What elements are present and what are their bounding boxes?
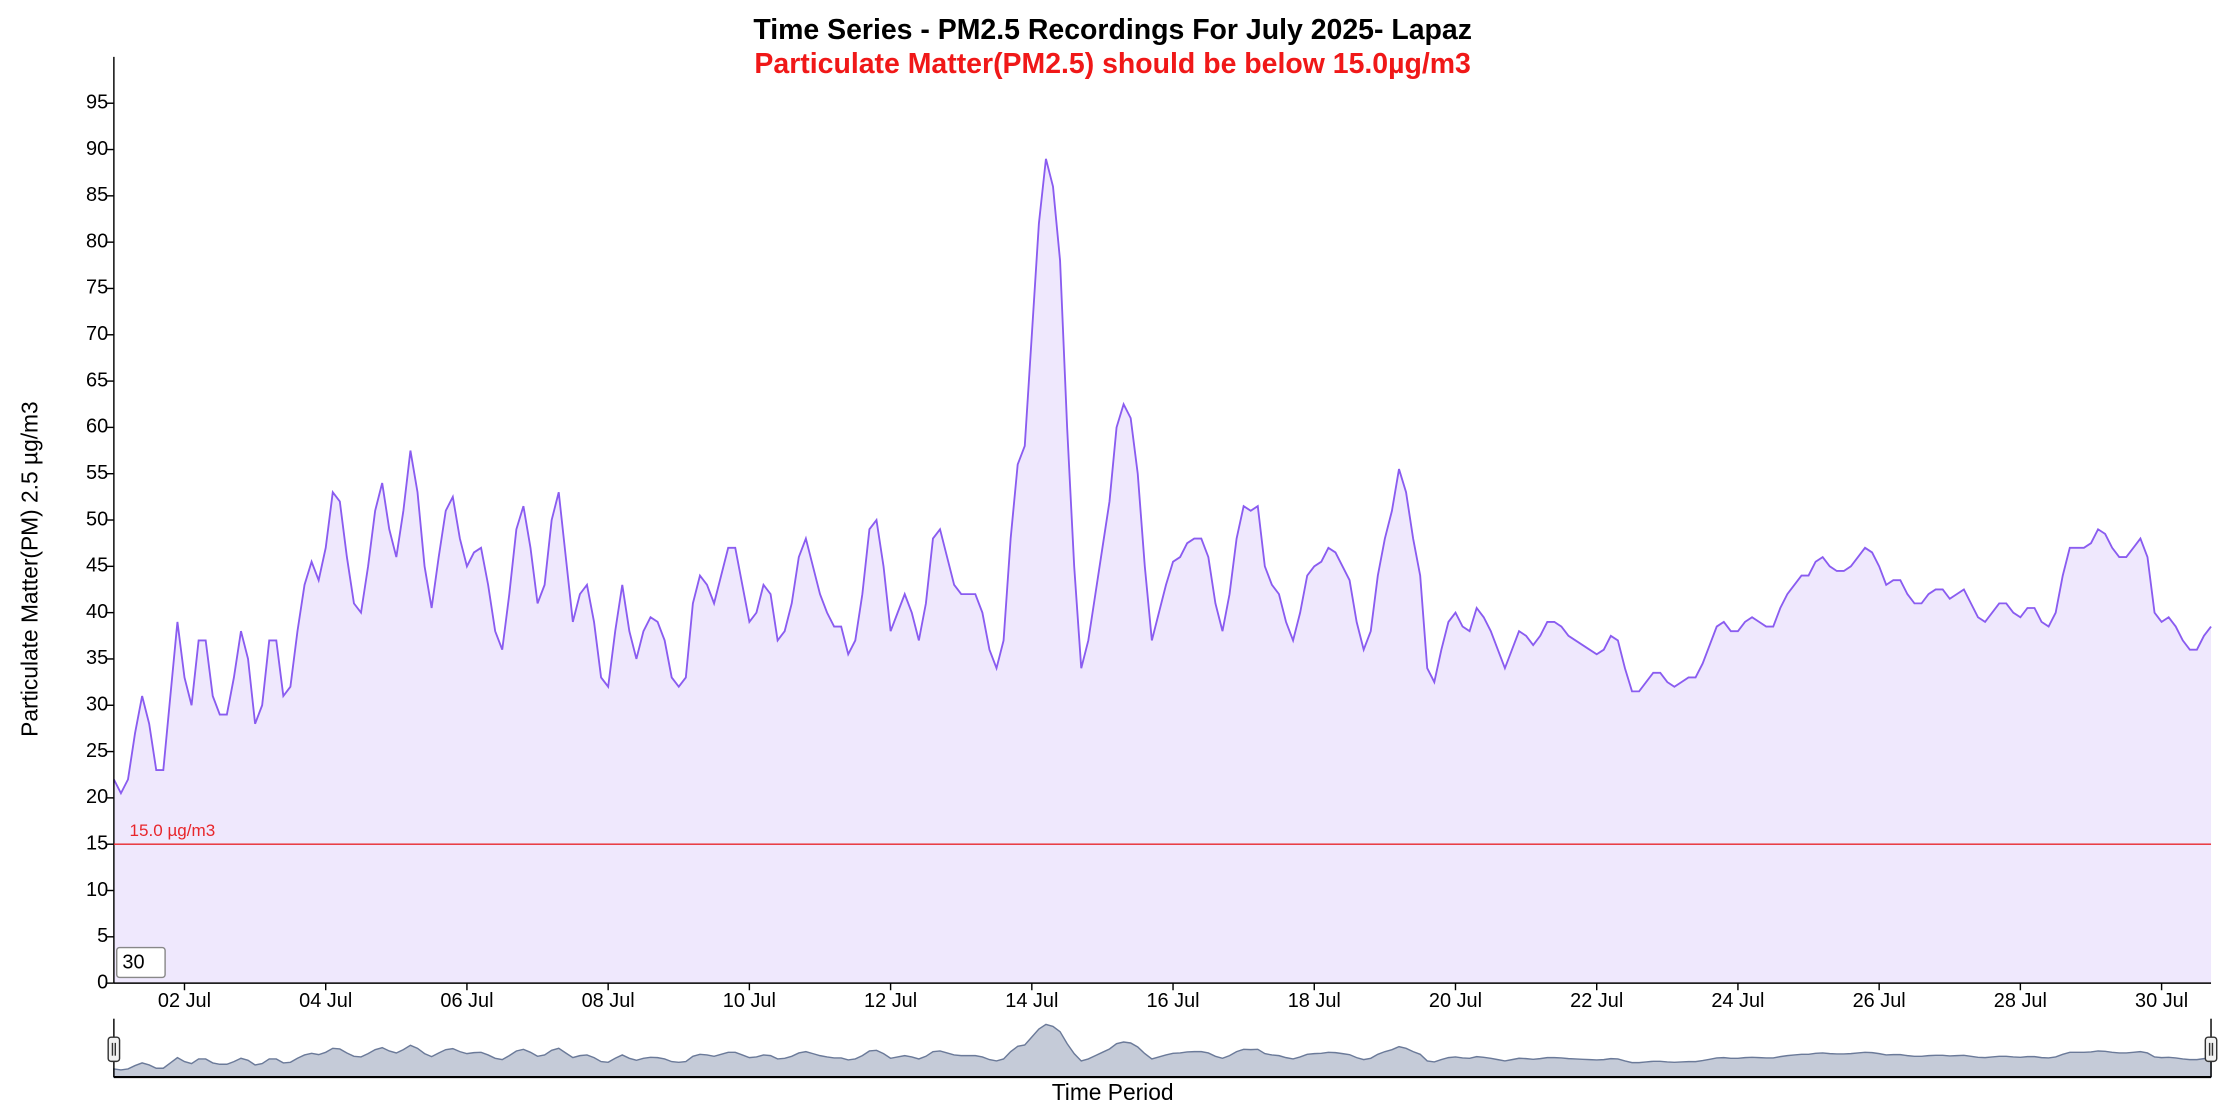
y-tick-label: 60 bbox=[86, 416, 108, 438]
range-input[interactable] bbox=[116, 946, 166, 979]
chart-title: Time Series - PM2.5 Recordings For July … bbox=[753, 14, 1472, 46]
navigator[interactable] bbox=[107, 1018, 2218, 1079]
y-tick-label: 20 bbox=[86, 786, 108, 808]
range-input-box[interactable]: 30 bbox=[116, 946, 166, 979]
data-line bbox=[113, 158, 2212, 796]
x-tick-label: 30 Jul bbox=[2135, 990, 2188, 1012]
x-tick-label: 18 Jul bbox=[1288, 990, 1341, 1012]
x-tick-label: 06 Jul bbox=[440, 990, 493, 1012]
navigator-area bbox=[113, 1023, 2212, 1078]
x-tick-label: 16 Jul bbox=[1146, 990, 1199, 1012]
y-tick-label: 75 bbox=[86, 277, 108, 299]
y-tick-label: 55 bbox=[86, 462, 108, 484]
navigator-handle[interactable] bbox=[2204, 1036, 2218, 1063]
x-tick-label: 26 Jul bbox=[1853, 990, 1906, 1012]
y-tick-label: 90 bbox=[86, 138, 108, 160]
x-tick-label: 20 Jul bbox=[1429, 990, 1482, 1012]
x-tick-label: 22 Jul bbox=[1570, 990, 1623, 1012]
range-input-text[interactable]: 30 bbox=[122, 951, 144, 973]
x-tick-label: 14 Jul bbox=[1005, 990, 1058, 1012]
y-tick-label: 10 bbox=[86, 879, 108, 901]
x-tick-label: 04 Jul bbox=[299, 990, 352, 1012]
y-tick-label: 15 bbox=[86, 832, 108, 854]
y-tick-label: 25 bbox=[86, 740, 108, 762]
x-tick-label: 02 Jul bbox=[158, 990, 211, 1012]
y-tick-label: 5 bbox=[97, 925, 108, 947]
y-tick-label: 40 bbox=[86, 601, 108, 623]
y-tick-label: 0 bbox=[97, 971, 108, 993]
y-tick-label: 70 bbox=[86, 323, 108, 345]
x-tick-label: 10 Jul bbox=[723, 990, 776, 1012]
x-tick-label: 08 Jul bbox=[582, 990, 635, 1012]
y-tick-label: 65 bbox=[86, 369, 108, 391]
y-tick-label: 85 bbox=[86, 184, 108, 206]
y-tick-label: 95 bbox=[86, 91, 108, 113]
threshold-label: 15.0 µg/m3 bbox=[130, 821, 216, 840]
y-tick-label: 80 bbox=[86, 230, 108, 252]
area-fill bbox=[113, 158, 2212, 984]
y-tick-label: 50 bbox=[86, 508, 108, 530]
y-tick-label: 30 bbox=[86, 694, 108, 716]
x-tick-label: 28 Jul bbox=[1994, 990, 2047, 1012]
x-axis-label: Time Period bbox=[1052, 1079, 1174, 1105]
plot-area: 0 5 10 15 20 25 30 35 40 45 50 55 60 65 70 75 80 85 90 95 02… bbox=[86, 56, 2212, 1012]
chart-subtitle: Particulate Matter(PM2.5) should be belo… bbox=[754, 48, 1470, 80]
x-tick-label: 24 Jul bbox=[1711, 990, 1764, 1012]
y-tick-label: 45 bbox=[86, 555, 108, 577]
y-tick-label: 35 bbox=[86, 647, 108, 669]
x-tick-label: 12 Jul bbox=[864, 990, 917, 1012]
navigator-handle[interactable] bbox=[107, 1036, 121, 1063]
y-axis-label: Particulate Matter(PM) 2.5 µg/m3 bbox=[16, 401, 42, 737]
